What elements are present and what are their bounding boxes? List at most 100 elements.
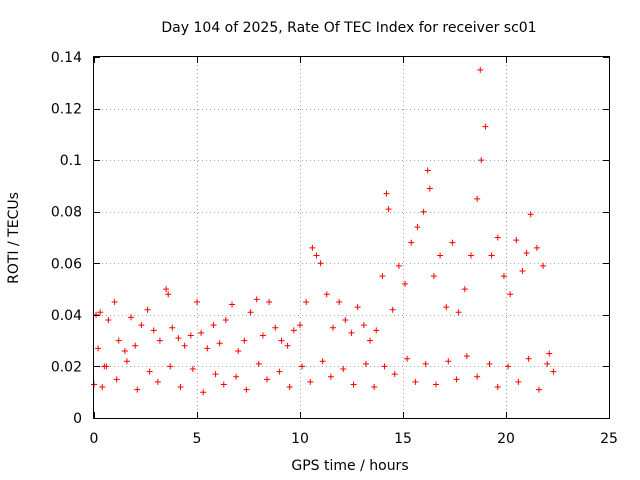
y-tick-label: 0.1: [60, 153, 82, 169]
data-point: [474, 373, 481, 380]
data-point: [132, 342, 139, 349]
data-point: [404, 355, 411, 362]
data-point: [278, 337, 285, 344]
data-point: [354, 304, 361, 311]
data-point: [360, 322, 367, 329]
data-point: [187, 332, 194, 339]
data-point: [200, 389, 207, 396]
data-point: [243, 386, 250, 393]
data-point: [163, 286, 170, 293]
data-point: [216, 340, 223, 347]
data-point: [128, 314, 135, 321]
axis-ticks: [94, 57, 610, 419]
data-point: [379, 273, 386, 280]
data-point: [198, 329, 205, 336]
x-tick-label: 20: [497, 431, 515, 447]
x-tick-label: 15: [394, 431, 412, 447]
data-point: [391, 371, 398, 378]
data-point: [507, 291, 514, 298]
data-point: [175, 335, 182, 342]
data-point: [233, 373, 240, 380]
data-point: [348, 329, 355, 336]
data-point: [455, 309, 462, 316]
data-point: [546, 350, 553, 357]
data-point: [235, 347, 242, 354]
data-point: [494, 384, 501, 391]
x-tick-label: 10: [291, 431, 309, 447]
data-point: [111, 298, 118, 305]
data-points: [91, 66, 557, 396]
y-axis-label: ROTI / TECUs: [6, 192, 22, 284]
data-point: [290, 327, 297, 334]
data-point: [165, 291, 172, 298]
data-point: [500, 273, 507, 280]
data-point: [443, 304, 450, 311]
data-point: [412, 378, 419, 385]
data-point: [389, 306, 396, 313]
data-point: [253, 296, 260, 303]
data-point: [247, 309, 254, 316]
data-point: [97, 309, 104, 316]
data-point: [307, 378, 314, 385]
data-point: [103, 363, 110, 370]
data-point: [313, 252, 320, 259]
data-point: [115, 337, 122, 344]
y-tick-labels: 0 0.02 0.04 0.06 0.08 0.1 0.12 0.14: [51, 50, 82, 427]
data-point: [123, 358, 130, 365]
data-point: [544, 360, 551, 367]
data-point: [525, 355, 532, 362]
data-point: [138, 322, 145, 329]
data-point: [276, 368, 283, 375]
x-tick-labels: 0 5 10 15 20 25: [90, 431, 618, 447]
data-point: [169, 324, 176, 331]
data-point: [303, 298, 310, 305]
data-point: [93, 311, 100, 318]
data-point: [424, 167, 431, 174]
data-point: [494, 234, 501, 241]
data-point: [210, 322, 217, 329]
data-point: [535, 386, 542, 393]
data-point: [523, 249, 530, 256]
data-point: [422, 360, 429, 367]
data-point: [461, 286, 468, 293]
data-point: [121, 347, 128, 354]
data-point: [478, 157, 485, 164]
data-point: [317, 260, 324, 267]
data-point: [467, 252, 474, 259]
data-point: [241, 337, 248, 344]
data-point: [482, 123, 489, 130]
data-point: [350, 381, 357, 388]
y-tick-label: 0.02: [51, 359, 82, 375]
data-point: [266, 298, 273, 305]
data-point: [167, 363, 174, 370]
data-point: [550, 368, 557, 375]
data-point: [533, 244, 540, 251]
data-point: [134, 386, 141, 393]
data-point: [309, 244, 316, 251]
data-point: [99, 384, 106, 391]
data-point: [426, 185, 433, 192]
data-point: [408, 239, 415, 246]
data-point: [342, 317, 349, 324]
data-point: [319, 358, 326, 365]
data-point: [474, 195, 481, 202]
data-point: [181, 342, 188, 349]
y-tick-label: 0.06: [51, 256, 82, 272]
data-point: [272, 324, 279, 331]
data-point: [194, 298, 200, 305]
data-point: [513, 237, 520, 244]
data-point: [453, 376, 460, 383]
data-point: [336, 298, 343, 305]
data-point: [402, 280, 409, 287]
data-point: [449, 239, 456, 246]
data-point: [395, 262, 402, 269]
data-point: [367, 337, 374, 344]
y-tick-label: 0.14: [51, 50, 82, 66]
data-point: [430, 273, 437, 280]
y-tick-label: 0.04: [51, 308, 82, 324]
data-point: [204, 345, 211, 352]
data-point: [362, 360, 369, 367]
data-point: [515, 378, 522, 385]
data-point: [286, 384, 293, 391]
